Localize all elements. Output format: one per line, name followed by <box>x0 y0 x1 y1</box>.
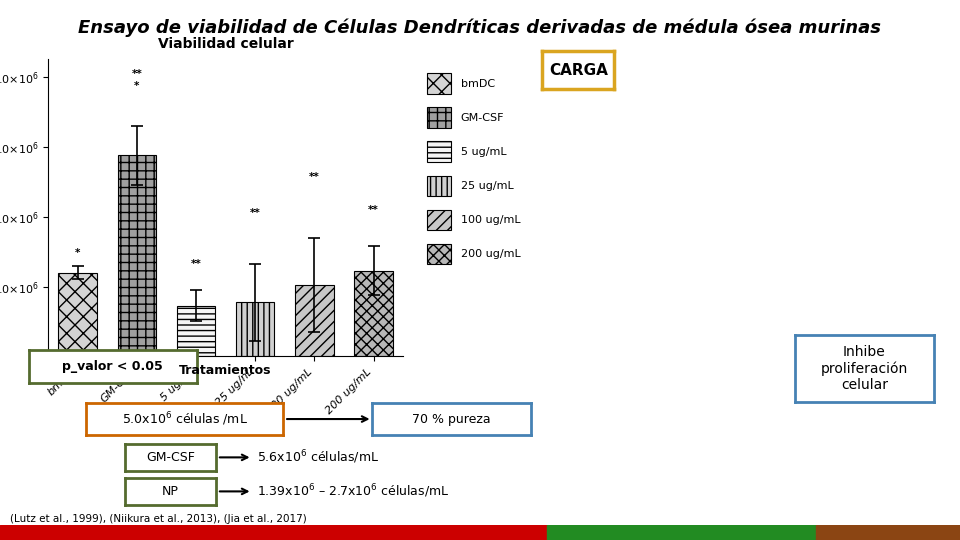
Bar <box>117 156 156 356</box>
Text: **: ** <box>369 205 379 215</box>
Text: Inhibe
proliferación
celular: Inhibe proliferación celular <box>821 345 908 392</box>
Text: 100 ug/mL: 100 ug/mL <box>461 215 520 225</box>
Text: 5 ug/mL: 5 ug/mL <box>461 147 507 157</box>
Text: **
*: ** * <box>132 69 142 91</box>
Title: Viabilidad celular: Viabilidad celular <box>157 37 294 51</box>
Text: Tratamientos: Tratamientos <box>180 364 272 377</box>
Text: (Lutz et al., 1999), (Niikura et al., 2013), (Jia et al., 2017): (Lutz et al., 1999), (Niikura et al., 20… <box>10 515 306 524</box>
Text: **: ** <box>309 172 320 181</box>
Text: GM-CSF: GM-CSF <box>461 113 504 123</box>
Text: **: ** <box>250 208 260 218</box>
Text: 5.6x10$^6$ células/mL: 5.6x10$^6$ células/mL <box>257 449 379 466</box>
Text: Ensayo de viabilidad de Células Dendríticas derivadas de médula ósea murinas: Ensayo de viabilidad de Células Dendríti… <box>79 19 881 37</box>
Text: 5.0x10$^6$ células /mL: 5.0x10$^6$ células /mL <box>122 410 248 428</box>
Bar <box>0 525 547 540</box>
Text: 1.39x10$^6$ – 2.7x10$^6$ células/mL: 1.39x10$^6$ – 2.7x10$^6$ células/mL <box>257 483 449 500</box>
Text: GM-CSF: GM-CSF <box>146 451 195 464</box>
Bar <box>177 306 215 356</box>
Text: CARGA: CARGA <box>549 63 608 78</box>
Text: p_valor < 0.05: p_valor < 0.05 <box>62 360 163 373</box>
Text: NP: NP <box>162 485 179 498</box>
Text: **: ** <box>191 259 202 269</box>
Bar <box>354 271 393 356</box>
Text: 200 ug/mL: 200 ug/mL <box>461 249 520 259</box>
Text: 70 % pureza: 70 % pureza <box>413 413 491 426</box>
Bar <box>295 285 334 356</box>
Bar <box>59 273 97 356</box>
Bar <box>236 302 275 356</box>
Bar <box>547 525 816 540</box>
Bar <box>816 525 960 540</box>
Text: *: * <box>75 247 81 258</box>
Text: 25 ug/mL: 25 ug/mL <box>461 181 514 191</box>
Text: bmDC: bmDC <box>461 79 495 89</box>
